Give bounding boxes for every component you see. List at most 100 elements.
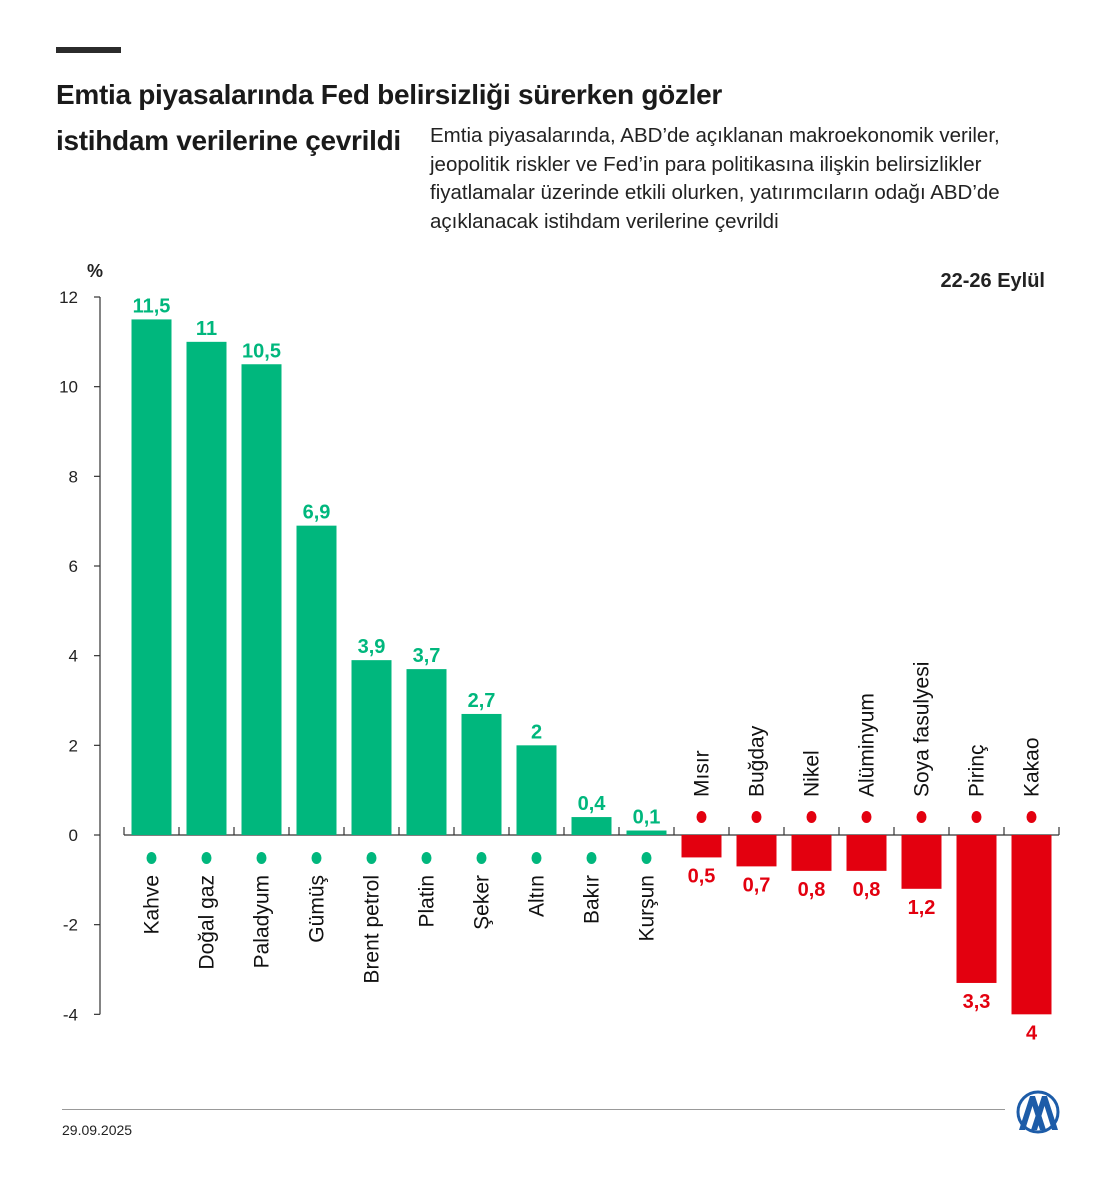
coffee-bean-icon-shape xyxy=(146,852,157,864)
y-tick-label: 4 xyxy=(69,647,78,666)
metal-ingots-icon xyxy=(861,811,872,823)
y-tick-label: 10 xyxy=(59,378,78,397)
bar-nikel xyxy=(791,835,832,871)
category-label: Şeker xyxy=(471,875,494,930)
y-axis: 12 10 8 6 4 2 0 -2 -4 xyxy=(59,288,101,1024)
oil-barrel-icon xyxy=(366,852,377,864)
data-label: 0,8 xyxy=(853,879,881,901)
category-label: Soya fasulyesi xyxy=(911,662,934,797)
publish-date: 29.09.2025 xyxy=(62,1122,133,1138)
category-label: Gümüş xyxy=(306,875,329,943)
metal-ingots-icon xyxy=(421,852,432,864)
aa-logo xyxy=(1015,1090,1061,1139)
data-label: 1,2 xyxy=(908,897,936,919)
category-label: Platin xyxy=(416,875,439,928)
title-line-2: istihdam verilerine çevrildi xyxy=(56,125,401,156)
category-label: Altın xyxy=(526,875,549,917)
data-label: 0,5 xyxy=(688,865,716,887)
bar-kurşun xyxy=(626,830,667,835)
footer-divider xyxy=(62,1109,1005,1110)
bar-paladyum xyxy=(241,364,282,835)
category-label: Kurşun xyxy=(636,875,659,942)
category-label: Nikel xyxy=(801,750,824,797)
bar-gümüş xyxy=(296,525,337,835)
coffee-bean-icon xyxy=(146,852,157,864)
bar-platin xyxy=(406,669,447,835)
category-label: Bakır xyxy=(581,875,604,924)
bar-mısır xyxy=(681,835,722,858)
data-label: 11,5 xyxy=(133,295,171,317)
bar-bakır xyxy=(571,817,612,835)
metal-ingots-icon-shape xyxy=(806,811,817,823)
corn-icon-shape xyxy=(696,811,707,823)
data-label: 10,5 xyxy=(242,340,281,362)
data-label: 6,9 xyxy=(303,502,331,524)
bar-doğal-gaz xyxy=(186,341,227,835)
gas-drop-icon-shape xyxy=(201,852,212,864)
metal-ingots-icon-shape xyxy=(641,852,652,864)
metal-ingots-icon xyxy=(311,852,322,864)
gas-drop-icon xyxy=(201,852,212,864)
category-label: Kahve xyxy=(141,875,164,935)
data-label: 4 xyxy=(1026,1022,1038,1044)
wheat-icon xyxy=(751,811,762,823)
wheat-icon-shape xyxy=(751,811,762,823)
bar-alüminyum xyxy=(846,835,887,871)
metal-ingots-icon-shape xyxy=(311,852,322,864)
metal-ingots-icon xyxy=(806,811,817,823)
y-tick-label: -4 xyxy=(63,1005,78,1024)
page-title: Emtia piyasalarında Fed belirsizliği sür… xyxy=(56,72,722,164)
metal-ingots-icon xyxy=(586,852,597,864)
bar-buğday xyxy=(736,835,777,867)
metal-ingots-icon-shape xyxy=(531,852,542,864)
corn-icon xyxy=(696,811,707,823)
sugar-sack-icon-shape xyxy=(476,852,487,864)
bar-şeker xyxy=(461,713,502,835)
y-tick-label: 0 xyxy=(69,826,78,845)
data-label: 2,7 xyxy=(468,690,496,712)
soybean-icon xyxy=(916,811,927,823)
oil-barrel-icon-shape xyxy=(366,852,377,864)
sugar-sack-icon xyxy=(476,852,487,864)
title-line-1: Emtia piyasalarında Fed belirsizliği sür… xyxy=(56,79,722,110)
category-label: Brent petrol xyxy=(361,875,384,984)
cocoa-icon-shape xyxy=(1026,811,1037,823)
bar-soya-fasulyesi xyxy=(901,835,942,889)
bar-pirinç xyxy=(956,835,997,983)
category-label: Pirinç xyxy=(966,744,989,797)
data-label: 3,3 xyxy=(963,991,991,1013)
y-tick-label: 2 xyxy=(69,736,78,755)
category-label: Paladyum xyxy=(251,875,274,968)
bar-kahve xyxy=(131,319,172,836)
rice-sack-icon xyxy=(971,811,982,823)
metal-ingots-icon xyxy=(641,852,652,864)
category-label: Alüminyum xyxy=(856,693,879,797)
metal-ingots-icon xyxy=(531,852,542,864)
cocoa-icon xyxy=(1026,811,1037,823)
data-label: 0,4 xyxy=(578,793,607,815)
bar-brent-petrol xyxy=(351,660,392,835)
bars: 11,5 Kahve 11 Doğal gaz 10,5 Paladyum 6,9 Gümüş… xyxy=(123,295,1060,1044)
category-label: Doğal gaz xyxy=(196,875,219,970)
category-label: Buğday xyxy=(746,725,769,797)
data-label: 2 xyxy=(531,721,542,743)
y-tick-label: 6 xyxy=(69,557,78,576)
metal-ingots-icon-shape xyxy=(421,852,432,864)
rice-sack-icon-shape xyxy=(971,811,982,823)
y-tick-label: 8 xyxy=(69,467,78,486)
data-label: 3,9 xyxy=(358,636,386,658)
category-label: Kakao xyxy=(1021,737,1044,797)
metal-ingots-icon xyxy=(256,852,267,864)
data-label: 3,7 xyxy=(413,645,441,667)
period-label: 22-26 Eylül xyxy=(940,270,1045,292)
data-label: 0,7 xyxy=(743,874,771,896)
data-label: 0,1 xyxy=(633,807,661,829)
y-axis-label: % xyxy=(87,261,103,281)
metal-ingots-icon-shape xyxy=(861,811,872,823)
category-label: Mısır xyxy=(691,750,714,797)
bar-kakao xyxy=(1011,835,1052,1015)
data-label: 0,8 xyxy=(798,879,826,901)
bar-altın xyxy=(516,745,557,835)
y-tick-label: 12 xyxy=(59,288,78,307)
